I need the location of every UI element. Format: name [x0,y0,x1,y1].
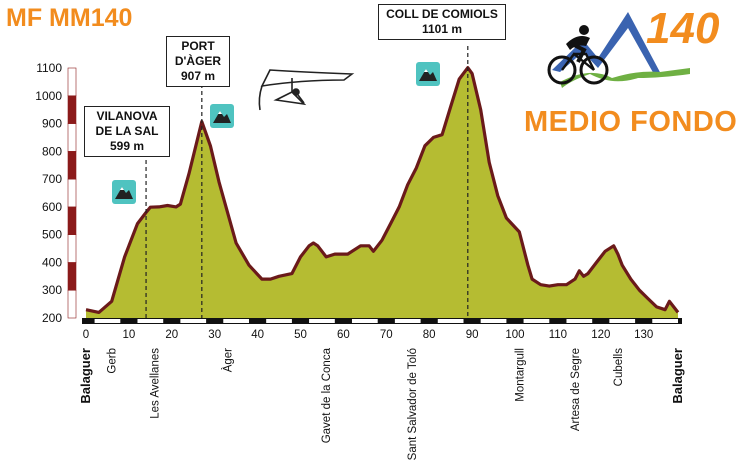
axis-ruler-segment [609,319,636,323]
y-tick-label: 900 [42,117,62,131]
town-label: Balaguer [670,348,685,404]
peak-name-line: DE LA SAL [95,124,159,138]
axis-ruler-segment [394,319,421,323]
x-axis [82,318,682,324]
peak-label-coll-de-comiols: COLL DE COMIOLS 1101 m [378,4,506,40]
town-label: Artesa de Segre [570,348,582,431]
y-tick-label: 1100 [36,61,62,75]
peak-altitude: 1101 m [421,22,463,36]
peak-label-vilanova: VILANOVA DE LA SAL 599 m [84,106,170,157]
axis-ruler-segment [652,319,678,323]
peak-markers [145,46,469,318]
y-tick-label: 400 [42,255,62,269]
x-tick-label: 130 [634,329,653,341]
hang-glider-icon [258,69,355,111]
x-tick-label: 120 [591,329,610,341]
town-label: Cubells [613,348,625,387]
town-label: Balaguer [78,348,93,404]
peak-name-line: D'ÀGER [174,54,222,68]
altitude-band-segment [67,123,77,152]
route-title: MF MM140 [6,4,133,32]
mountain-icon [210,104,234,128]
y-tick-label: 600 [42,200,62,214]
altitude-band-segment [67,262,77,291]
y-tick-label: 1000 [35,89,62,103]
x-tick-label: 30 [208,329,221,341]
town-label: Montargull [514,348,526,402]
town-label: Les Avellanes [150,348,162,419]
x-tick-label: 40 [251,329,264,341]
altitude-band-segment [67,95,77,124]
altitude-band-segment [67,178,77,208]
elevation-fill [86,67,678,318]
elevation-area [85,66,680,318]
peak-name-line: VILANOVA [96,109,158,123]
peak-name-line: PORT [181,39,215,53]
x-tick-label: 10 [123,329,136,341]
axis-ruler-segment [137,319,164,323]
altitude-band-segment [67,289,77,319]
axis-ruler-segment [266,319,292,323]
axis-ruler-segment [94,319,121,323]
axis-ruler-segment [523,319,550,323]
axis-ruler-segment [180,319,207,323]
town-label: Àger [222,348,235,372]
peak-label-port-dager: PORT D'ÀGER 907 m [166,36,230,87]
altitude-band-segment [67,234,77,263]
altitude-band-segment [67,151,77,180]
y-tick-label: 500 [42,228,62,242]
elevation-line [85,66,680,314]
y-tick-label: 300 [42,283,62,297]
peak-altitude: 907 m [180,69,216,83]
altitude-band-segment [67,206,77,235]
mountain-icon [112,180,136,204]
axis-ruler-segment [480,319,507,323]
x-tick-label: 100 [505,329,524,341]
axis-ruler-segment [351,319,378,323]
x-tick-label: 0 [83,329,89,341]
axis-ruler-segment [566,319,593,323]
mountain-icon [416,62,440,86]
logo-number: 140 [646,4,720,53]
x-tick-label: 20 [165,329,178,341]
altitude-band-segment [67,67,77,97]
x-tick-label: 50 [294,329,307,341]
y-tick-label: 800 [42,144,62,158]
town-label: Gavet de la Conca [321,347,333,443]
y-tick-label: 200 [42,311,62,325]
logo-text: MEDIO FONDO [524,106,738,138]
x-tick-label: 60 [337,329,350,341]
x-axis-ticks: 0 10 20 30 40 50 60 70 80 90 100 110 120 130 [83,329,653,341]
town-labels: Balaguer Gerb Les Avellanes Àger Gavet de la… [78,347,685,460]
axis-ruler-segment [223,319,250,323]
peak-name-line: COLL DE COMIOLS [386,7,498,21]
x-tick-label: 70 [380,329,393,341]
altitude-band [67,67,77,319]
peak-icons [112,62,440,204]
axis-ruler-base [82,318,682,324]
town-label: Gerb [107,348,119,374]
x-tick-label: 110 [549,329,567,341]
medio-fondo-logo [547,12,690,88]
town-label: Sant Salvador de Toló [407,348,419,460]
axis-ruler-segment [309,319,335,323]
axis-ruler-segment [437,319,464,323]
peak-altitude: 599 m [109,139,145,153]
x-tick-label: 90 [466,329,479,341]
x-tick-label: 80 [423,329,436,341]
y-axis-ticks: 200 300 400 500 600 700 800 900 1000 1100 [35,61,62,325]
y-tick-label: 700 [42,172,62,186]
